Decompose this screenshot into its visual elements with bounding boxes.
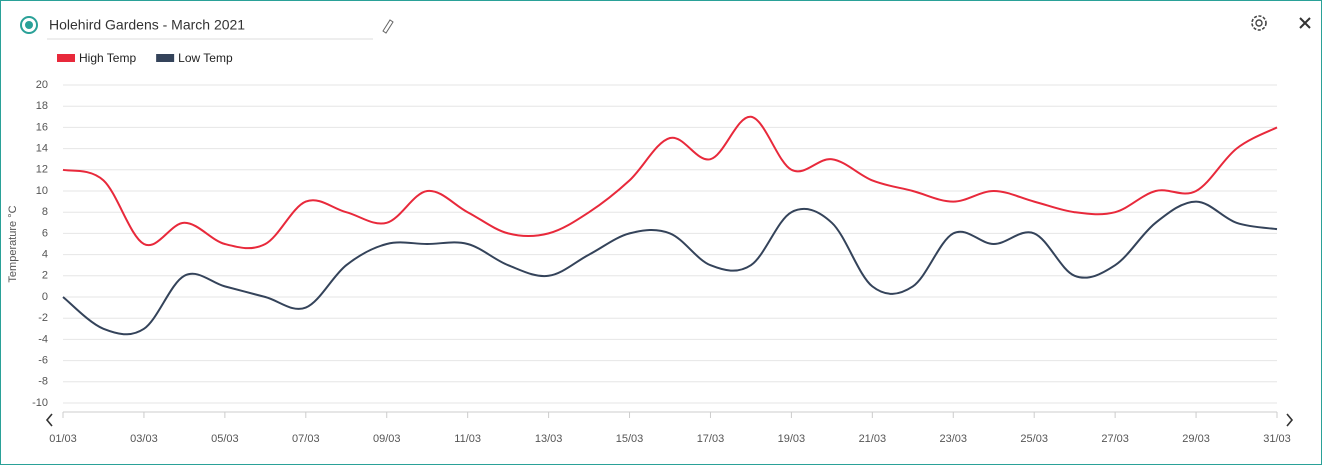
legend-label: High Temp [79, 51, 136, 65]
x-tick-label: 11/03 [454, 433, 481, 445]
settings-icon[interactable] [1251, 15, 1267, 31]
y-tick-label: -2 [38, 312, 48, 324]
x-tick-label: 29/03 [1182, 433, 1210, 445]
y-tick-label: 0 [42, 291, 48, 303]
x-tick-label: 01/03 [49, 433, 77, 445]
status-icon[interactable] [20, 16, 38, 34]
scroll-right[interactable] [1286, 413, 1294, 427]
y-tick-label: -6 [38, 355, 48, 367]
x-tick-label: 17/03 [697, 433, 725, 445]
x-tick-label: 13/03 [535, 433, 563, 445]
legend-swatch [156, 54, 175, 62]
y-tick-label: 6 [42, 227, 48, 239]
y-tick-label: 8 [42, 206, 48, 218]
x-tick-label: 03/03 [130, 433, 158, 445]
y-tick-label: 18 [36, 100, 48, 112]
x-tick-label: 09/03 [373, 433, 401, 445]
x-tick-label: 25/03 [1020, 433, 1048, 445]
y-tick-label: -4 [38, 333, 48, 345]
x-tick-label: 31/03 [1263, 433, 1291, 445]
legend-swatch [57, 54, 75, 62]
x-tick-label: 27/03 [1101, 433, 1129, 445]
y-tick-label: -10 [32, 397, 48, 409]
edit-icon[interactable] [382, 19, 394, 34]
y-axis-label: Temperature °C [7, 205, 19, 282]
y-tick-label: 10 [36, 185, 48, 197]
x-tick-label: 21/03 [859, 433, 887, 445]
y-tick-label: 14 [36, 143, 48, 155]
y-tick-label: 4 [42, 249, 48, 261]
x-tick-label: 15/03 [616, 433, 644, 445]
scroll-left[interactable] [45, 413, 53, 427]
y-tick-label: 12 [36, 164, 48, 176]
status-dot [25, 21, 33, 29]
x-tick-label: 19/03 [778, 433, 806, 445]
series-line [62, 200, 1278, 336]
legend-label: Low Temp [178, 51, 233, 65]
series-line [62, 115, 1278, 250]
chart-title: Holehird Gardens - March 2021 [49, 17, 245, 33]
x-tick-label: 23/03 [940, 433, 968, 445]
y-tick-label: 2 [42, 270, 48, 282]
y-tick-label: 20 [36, 79, 48, 91]
x-tick-label: 05/03 [211, 433, 239, 445]
x-tick-label: 07/03 [292, 433, 320, 445]
close-icon[interactable] [1299, 17, 1311, 29]
y-tick-label: 16 [36, 121, 48, 133]
y-tick-label: -8 [38, 376, 48, 388]
